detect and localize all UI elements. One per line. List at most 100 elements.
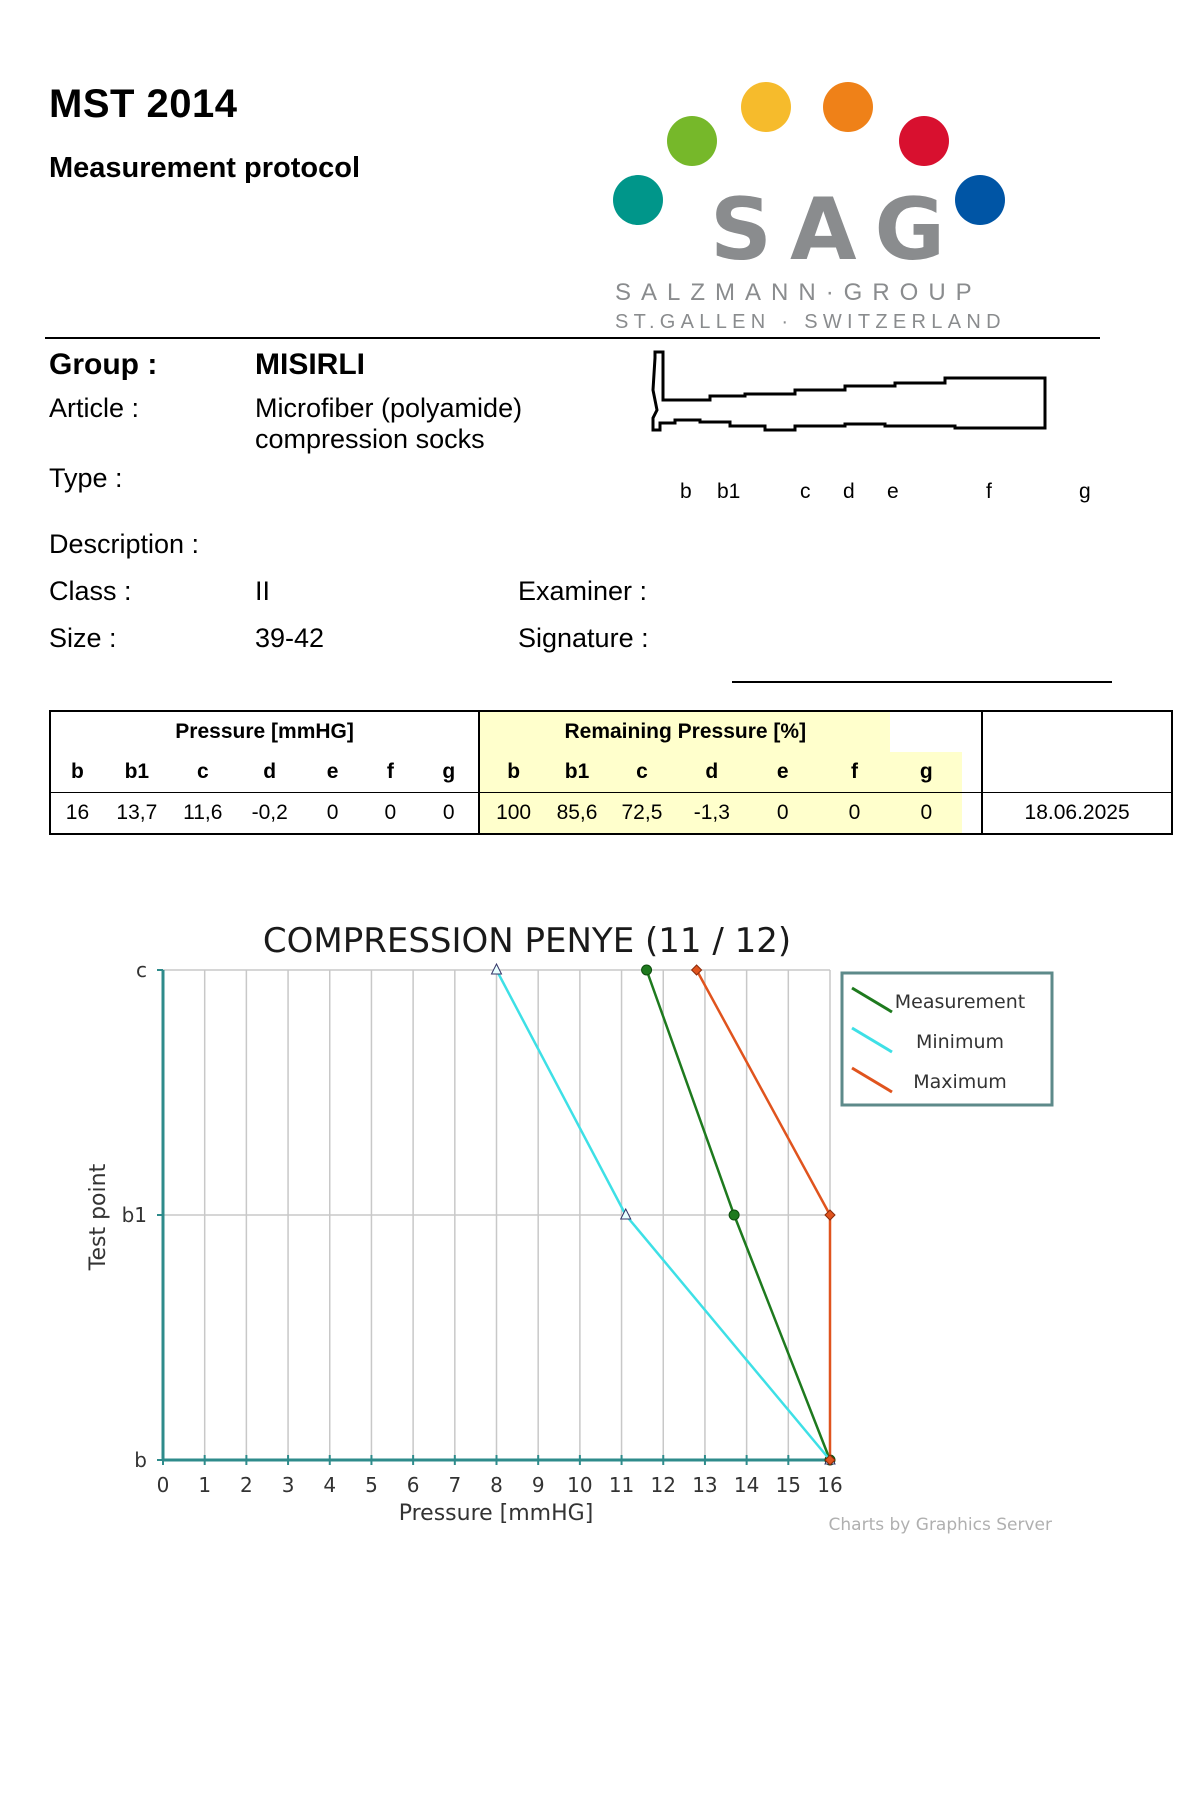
- class-label: Class :: [49, 576, 132, 606]
- pressure-cell: 0: [303, 792, 362, 835]
- logo-line-2: ST.GALLEN · SWITZERLAND: [615, 311, 1006, 333]
- table-row: 16 13,7 11,6 -0,2 0 0 0 100 85,6 72,5 -1…: [49, 792, 1173, 835]
- pressure-header: Pressure [mmHG]: [48, 710, 481, 752]
- measurement-table: Pressure [mmHG] Remaining Pressure [%] b…: [48, 710, 1173, 835]
- leg-point-b: b: [680, 480, 692, 503]
- leg-point-f: f: [986, 480, 992, 503]
- logo-dot-blue: [955, 175, 1005, 225]
- chart-series: [490, 962, 836, 1466]
- leg-point-d: d: [843, 480, 855, 503]
- x-tick-label: 11: [609, 1473, 634, 1497]
- article-line-1: Microfiber (polyamide): [255, 393, 523, 423]
- col-header: b: [479, 752, 548, 793]
- group-label: Group :: [49, 348, 158, 381]
- table-column-header-row: b b1 c d e f g b b1 c d e f g: [49, 752, 1173, 793]
- point-maximum: [824, 1209, 836, 1221]
- legend-label: Maximum: [913, 1071, 1007, 1093]
- compression-chart: COMPRESSION PENYE (11 / 12) 0 1 2 3 4 5 6 7 8 9 10…: [86, 921, 1054, 1535]
- x-tick-label: 1: [198, 1473, 211, 1497]
- point-maximum: [690, 964, 703, 976]
- y-tick-label: c: [136, 958, 147, 982]
- col-header: d: [263, 760, 277, 783]
- col-header: c: [196, 760, 209, 783]
- logo-dot-teal: [613, 175, 663, 225]
- pressure-cell: 16: [49, 792, 104, 835]
- logo-wordmark: SAG: [710, 180, 964, 280]
- size-value: 39-42: [255, 623, 325, 653]
- point-measurement: [641, 964, 653, 976]
- chart-credit: Charts by Graphics Server: [829, 1515, 1052, 1535]
- y-tick-label: b: [134, 1448, 147, 1472]
- x-tick-label: 10: [567, 1473, 592, 1497]
- point-minimum: [619, 1207, 632, 1220]
- logo-line-1: SALZMANN·GROUP: [615, 279, 982, 306]
- legend-label: Measurement: [895, 991, 1025, 1013]
- col-header: f: [818, 752, 891, 793]
- logo-dot-red: [899, 116, 949, 166]
- y-axis-label: Test point: [86, 1163, 111, 1271]
- x-axis-label: Pressure [mmHG]: [399, 1501, 594, 1526]
- leg-point-e: e: [887, 480, 899, 503]
- type-label: Type :: [49, 463, 123, 493]
- logo-dot-orange: [823, 82, 873, 132]
- x-tick-label: 5: [365, 1473, 378, 1497]
- document-subtitle: Measurement protocol: [49, 152, 360, 184]
- pressure-cell: 0: [361, 792, 420, 835]
- signature-line: [732, 681, 1112, 683]
- remaining-cell: 0: [746, 792, 819, 835]
- col-header: g: [419, 752, 481, 793]
- col-header: e: [326, 760, 339, 783]
- article-label: Article :: [49, 393, 140, 423]
- remaining-cell: 85,6: [547, 792, 607, 835]
- remaining-cell: -1,3: [676, 792, 747, 835]
- x-tick-label: 14: [734, 1473, 759, 1497]
- leg-point-b1: b1: [717, 480, 741, 503]
- col-header: c: [606, 752, 677, 793]
- x-tick-label: 6: [407, 1473, 420, 1497]
- examiner-label: Examiner :: [518, 576, 648, 606]
- x-tick-label: 8: [490, 1473, 503, 1497]
- col-header: g: [890, 752, 963, 793]
- leg-point-g: g: [1079, 480, 1091, 503]
- x-tick-label: 15: [776, 1473, 801, 1497]
- col-header: f: [386, 760, 394, 783]
- pressure-cell: -0,2: [235, 792, 304, 835]
- legend-box: [840, 971, 1054, 1107]
- y-tick-label: b1: [122, 1203, 147, 1227]
- signature-label: Signature :: [518, 623, 649, 653]
- remaining-cell: 100: [479, 792, 548, 835]
- x-tick-label: 0: [157, 1473, 170, 1497]
- legend-swatch: [851, 986, 893, 1014]
- remaining-header: Remaining Pressure [%]: [479, 710, 891, 752]
- class-value: II: [255, 576, 271, 606]
- col-header: b1: [547, 752, 607, 793]
- point-measurement: [728, 1209, 740, 1221]
- pressure-cell: 11,6: [169, 792, 236, 835]
- x-tick-label: 3: [282, 1473, 295, 1497]
- col-header: b: [49, 752, 104, 793]
- legend-label: Minimum: [916, 1031, 1004, 1053]
- chart-title: COMPRESSION PENYE (11 / 12): [263, 921, 791, 961]
- x-tick-label: 7: [448, 1473, 461, 1497]
- col-header: e: [746, 752, 819, 793]
- pressure-cell: 0: [419, 792, 481, 835]
- point-minimum: [490, 962, 503, 975]
- remaining-cell: 0: [818, 792, 891, 835]
- legend-swatch: [851, 1026, 893, 1054]
- logo-dot-green: [667, 116, 717, 166]
- col-header: b1: [124, 760, 150, 783]
- x-tick-label: 2: [240, 1473, 253, 1497]
- leg-outline-diagram: [651, 350, 1047, 432]
- legend-swatch: [851, 1066, 893, 1094]
- x-tick-label: 16: [817, 1473, 842, 1497]
- remaining-cell: 0: [890, 792, 963, 835]
- size-label: Size :: [49, 623, 117, 653]
- logo-dot-yellow: [741, 82, 791, 132]
- pressure-cell: 13,7: [103, 792, 170, 835]
- remaining-cell: 72,5: [606, 792, 677, 835]
- col-header: d: [676, 752, 747, 793]
- x-tick-label: 9: [532, 1473, 545, 1497]
- document-title: MST 2014: [49, 82, 238, 126]
- x-tick-label: 12: [651, 1473, 676, 1497]
